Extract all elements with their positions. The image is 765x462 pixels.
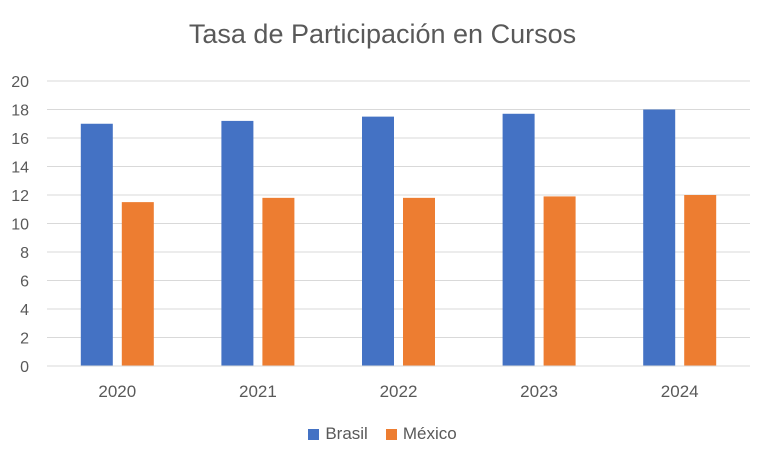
bar-brasil-2024	[643, 109, 676, 366]
x-tick-label: 2024	[661, 382, 699, 401]
legend-label-brasil: Brasil	[325, 424, 368, 443]
bar-mexico-2021	[262, 197, 295, 366]
bar-brasil-2023	[502, 113, 535, 367]
y-tick-label: 14	[11, 160, 29, 177]
y-tick-label: 12	[11, 188, 29, 205]
legend-label-mexico: México	[402, 424, 457, 443]
bar-brasil-2022	[362, 116, 394, 366]
bar-brasil-2020	[80, 123, 113, 366]
legend-swatch-brasil	[308, 428, 320, 440]
bar-mexico-2023	[543, 196, 576, 366]
legend-swatch-mexico	[385, 428, 397, 440]
x-tick-label: 2021	[239, 382, 277, 401]
x-tick-label: 2022	[380, 382, 418, 401]
chart-title: Tasa de Participación en Cursos	[188, 19, 577, 49]
bar-mexico-2022	[403, 197, 435, 366]
y-tick-label: 10	[11, 217, 29, 234]
y-tick-label: 16	[11, 131, 29, 148]
x-tick-label: 2020	[98, 382, 136, 401]
y-tick-label: 8	[20, 245, 29, 262]
y-tick-label: 2	[20, 331, 29, 348]
bar-mexico-2020	[121, 202, 154, 366]
y-tick-label: 20	[11, 74, 29, 91]
y-tick-label: 4	[20, 302, 29, 319]
x-tick-label: 2023	[520, 382, 558, 401]
legend: Brasil México	[0, 424, 765, 444]
y-tick-label: 6	[20, 274, 29, 291]
bar-brasil-2021	[221, 120, 254, 367]
legend-item-mexico: México	[385, 424, 457, 444]
legend-item-brasil: Brasil	[308, 424, 368, 444]
bar-mexico-2024	[684, 195, 717, 366]
y-tick-label: 0	[20, 359, 29, 376]
y-tick-label: 18	[11, 103, 29, 120]
